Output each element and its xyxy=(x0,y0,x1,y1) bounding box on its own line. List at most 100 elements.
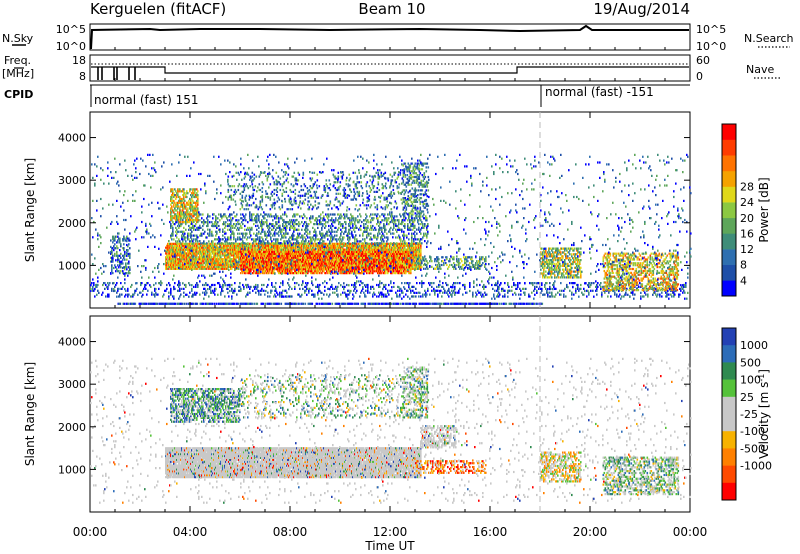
heatmap-cell xyxy=(437,295,439,298)
heatmap-cell xyxy=(160,283,162,287)
heatmap-cell xyxy=(165,302,168,305)
heatmap-cell xyxy=(256,242,258,245)
heatmap-cell xyxy=(257,248,259,251)
heatmap-cell xyxy=(317,293,319,296)
heatmap-cell xyxy=(473,302,476,305)
heatmap-cell xyxy=(367,291,369,294)
heatmap-cell xyxy=(215,252,217,255)
heatmap-cell xyxy=(131,283,133,287)
heatmap-cell xyxy=(679,287,681,290)
heatmap-cell xyxy=(378,246,380,249)
heatmap-cell xyxy=(201,258,203,261)
heatmap-cell xyxy=(157,293,159,296)
heatmap-cell xyxy=(272,248,274,251)
heatmap-cell xyxy=(279,295,281,298)
heatmap-cell xyxy=(262,244,264,247)
heatmap-cell xyxy=(428,302,431,305)
heatmap-cell xyxy=(196,248,198,251)
heatmap-cell xyxy=(399,302,402,305)
heatmap-cell xyxy=(473,285,475,288)
heatmap-cell xyxy=(466,291,468,294)
heatmap-cell xyxy=(228,262,230,265)
heatmap-cell xyxy=(601,295,603,298)
heatmap-cell xyxy=(400,287,402,290)
heatmap-cell xyxy=(276,291,278,294)
heatmap-cell xyxy=(270,242,272,245)
heatmap-cell xyxy=(266,258,268,261)
heatmap-cell xyxy=(535,302,538,305)
heatmap-cell xyxy=(387,291,389,294)
heatmap-cell xyxy=(166,287,168,290)
heatmap-cell xyxy=(543,293,545,296)
heatmap-cell xyxy=(253,262,255,265)
heatmap-cell xyxy=(497,295,499,298)
heatmap-cell xyxy=(174,260,176,263)
heatmap-cell xyxy=(425,291,427,294)
heatmap-cell xyxy=(183,246,185,249)
heatmap-cell xyxy=(189,283,191,287)
heatmap-cell xyxy=(420,302,423,305)
heatmap-cell xyxy=(684,283,686,287)
heatmap-cell xyxy=(540,287,542,290)
heatmap-cell xyxy=(286,254,288,257)
heatmap-cell xyxy=(236,263,238,267)
heatmap-cell xyxy=(127,289,129,292)
heatmap-cell xyxy=(195,263,197,267)
heatmap-cell xyxy=(173,285,175,288)
heatmap-cell xyxy=(210,248,212,251)
heatmap-cell xyxy=(445,302,448,305)
heatmap-cell xyxy=(378,285,380,288)
heatmap-cell xyxy=(320,248,322,251)
heatmap-cell xyxy=(156,293,158,296)
heatmap-cell xyxy=(213,260,215,263)
heatmap-cell xyxy=(280,244,282,247)
heatmap-cell xyxy=(163,302,166,305)
heatmap-cell xyxy=(179,252,181,255)
heatmap-cell xyxy=(240,289,242,292)
heatmap-cell xyxy=(183,265,185,268)
heatmap-cell xyxy=(181,263,183,267)
heatmap-cell xyxy=(345,295,347,298)
heatmap-cell xyxy=(107,293,109,296)
heatmap-cell xyxy=(298,293,300,296)
heatmap-cell xyxy=(116,282,118,285)
heatmap-cell xyxy=(347,289,349,292)
heatmap-cell xyxy=(183,291,185,294)
heatmap-cell xyxy=(427,289,429,292)
heatmap-cell xyxy=(245,244,247,247)
heatmap-cell xyxy=(174,287,176,290)
heatmap-cell xyxy=(235,242,237,245)
heatmap-cell xyxy=(215,242,217,245)
heatmap-cell xyxy=(172,258,174,261)
heatmap-cell xyxy=(220,285,222,288)
heatmap-cell xyxy=(175,244,177,247)
heatmap-cell xyxy=(673,291,675,294)
heatmap-cell xyxy=(258,252,260,255)
heatmap-cell xyxy=(194,254,196,257)
heatmap-cell xyxy=(307,282,309,285)
heatmap-cell xyxy=(237,267,239,270)
heatmap-cell xyxy=(146,282,148,285)
heatmap-cell xyxy=(223,267,225,270)
heatmap-cell xyxy=(219,250,221,253)
heatmap-cell xyxy=(169,244,171,247)
heatmap-cell xyxy=(288,252,290,255)
heatmap-cell xyxy=(254,287,256,290)
heatmap-cell xyxy=(188,263,190,267)
heatmap-cell xyxy=(263,260,265,263)
heatmap-cell xyxy=(317,283,319,287)
heatmap-cell xyxy=(209,250,211,253)
heatmap-cell xyxy=(241,268,243,271)
heatmap-cell xyxy=(305,285,307,288)
heatmap-cell xyxy=(166,254,168,257)
heatmap-cell xyxy=(216,267,218,270)
heatmap-cell xyxy=(174,267,176,270)
heatmap-cell xyxy=(171,252,173,255)
heatmap-cell xyxy=(238,267,240,270)
heatmap-cell xyxy=(508,302,511,305)
heatmap-cell xyxy=(181,246,183,249)
heatmap-cell xyxy=(249,250,251,254)
heatmap-cell xyxy=(404,302,407,305)
heatmap-cell xyxy=(196,302,199,305)
heatmap-cell xyxy=(120,287,122,290)
